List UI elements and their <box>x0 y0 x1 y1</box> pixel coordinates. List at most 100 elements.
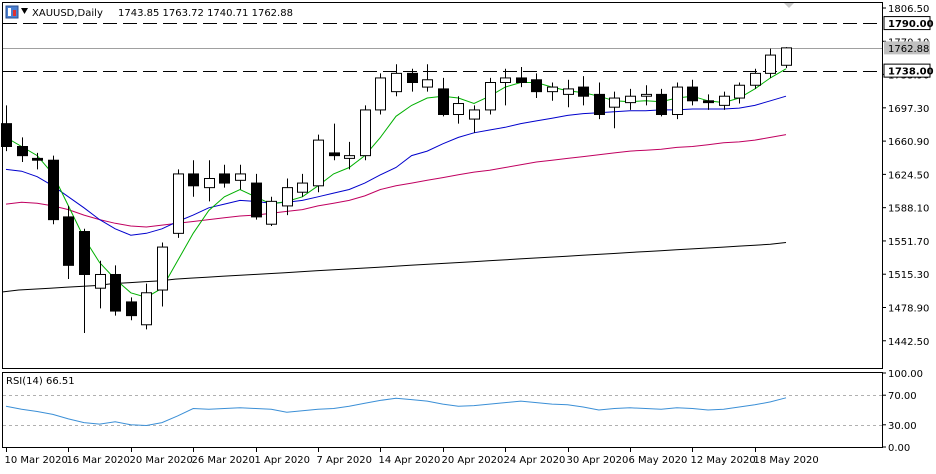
candle <box>219 164 230 188</box>
candle-body-bull <box>672 86 683 116</box>
candle <box>734 82 745 104</box>
candle-body-bear <box>687 86 698 102</box>
candle <box>438 77 449 117</box>
price-label-1762-88: 1762.88 <box>884 41 930 55</box>
candle-body-bear <box>188 173 199 187</box>
candle-body-bull <box>173 173 184 234</box>
date-tick-label: 10 Mar 2020 <box>5 455 68 466</box>
candle-body-bull <box>485 82 496 111</box>
price-tick-label: 1478.90 <box>888 303 929 314</box>
rsi-tick-label: 0.00 <box>888 443 910 454</box>
price-label-1790-00: 1790.00 <box>883 16 934 31</box>
candle <box>422 64 433 92</box>
candle <box>266 196 277 227</box>
price-label-text: 1738.00 <box>888 67 934 78</box>
candle <box>63 205 74 280</box>
candle <box>765 48 776 78</box>
candle <box>407 68 418 92</box>
candle-body-bull <box>719 95 730 106</box>
candle <box>563 79 574 108</box>
candle-body-bull <box>235 173 246 181</box>
candle-body-bear <box>126 301 137 317</box>
candle-body-bull <box>266 200 277 225</box>
candle <box>703 94 714 110</box>
candle <box>173 169 184 238</box>
candle-body-bull <box>781 47 792 66</box>
candle <box>687 79 698 106</box>
dropdown-icon[interactable] <box>21 8 28 14</box>
date-tick-label: 20 Apr 2020 <box>442 455 504 466</box>
candle-body-bear <box>48 159 59 221</box>
candle <box>750 68 761 89</box>
date-tick-label: 30 Apr 2020 <box>567 455 629 466</box>
candle-body-bear <box>407 72 418 84</box>
candle <box>719 91 730 110</box>
candle-body-bull <box>391 72 402 93</box>
candle-body-bull <box>469 109 480 120</box>
candle <box>110 265 121 316</box>
rsi-plot-frame <box>2 372 883 448</box>
candle-body-bull <box>453 103 464 116</box>
candle <box>204 160 215 202</box>
price-tick-label: 1442.50 <box>888 337 929 348</box>
price-label-box <box>883 16 931 31</box>
rsi-tick-label: 100.00 <box>888 369 923 380</box>
price-tick-label: 1515.30 <box>888 270 929 281</box>
candle-body-bull <box>641 93 652 97</box>
candle <box>235 164 246 190</box>
price-label-text: 1790.00 <box>888 19 934 30</box>
candle-body-bear <box>594 93 605 116</box>
rsi-line <box>5 397 787 427</box>
candle <box>547 82 558 101</box>
candle-body-bear <box>329 152 340 157</box>
date-tick-label: 18 May 2020 <box>754 455 819 466</box>
price-label-box <box>884 41 930 55</box>
candle <box>609 91 620 129</box>
date-tick-label: 6 May 2020 <box>629 455 688 466</box>
ma-fast-line <box>5 68 787 298</box>
candle <box>17 137 28 163</box>
candle-body-bull <box>547 86 558 93</box>
candle <box>469 105 480 133</box>
candle <box>625 88 636 110</box>
candle-body-bear <box>656 93 667 116</box>
candle <box>594 82 605 120</box>
candle-body-bull <box>204 177 215 189</box>
candle <box>141 283 152 330</box>
ohlc-values: 1743.85 1763.72 1740.71 1762.88 <box>118 8 293 19</box>
candle <box>391 64 402 97</box>
rsi-label: RSI(14) 66.51 <box>6 376 75 387</box>
candle <box>313 134 324 193</box>
date-tick-label: 20 Mar 2020 <box>130 455 193 466</box>
candle-body-bear <box>17 146 28 157</box>
candle <box>516 66 527 88</box>
candle-body-bull <box>141 292 152 326</box>
candle-body-bear <box>531 79 542 93</box>
candle-body-bull <box>344 155 355 159</box>
candle-body-bear <box>32 157 43 161</box>
candle <box>500 68 511 106</box>
candle-body-bear <box>110 273 121 312</box>
moving-averages <box>2 68 787 298</box>
candle <box>641 85 652 106</box>
candle <box>297 173 308 197</box>
candle <box>95 260 106 309</box>
candle-body-bull <box>734 84 745 99</box>
candle <box>781 47 792 69</box>
candle-body-bull <box>750 72 761 86</box>
ma-slow-line <box>5 134 787 228</box>
candle <box>32 152 43 170</box>
symbol-label: XAUUSD,Daily <box>32 8 103 19</box>
ma-long-line <box>2 242 787 293</box>
candle <box>282 178 293 216</box>
price-label-text: 1762.88 <box>888 44 929 55</box>
date-tick-label: 7 Apr 2020 <box>317 455 372 466</box>
candle-body-bull <box>313 139 324 187</box>
candle-body-bull <box>765 54 776 74</box>
candle-body-bull <box>95 273 106 289</box>
scroll-marker-icon[interactable] <box>784 3 794 8</box>
candle-body-bull <box>360 109 371 157</box>
